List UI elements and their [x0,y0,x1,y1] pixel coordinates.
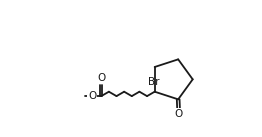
Text: Br: Br [148,77,159,87]
Text: O: O [88,91,97,101]
Text: O: O [174,109,183,119]
Text: O: O [97,73,105,83]
